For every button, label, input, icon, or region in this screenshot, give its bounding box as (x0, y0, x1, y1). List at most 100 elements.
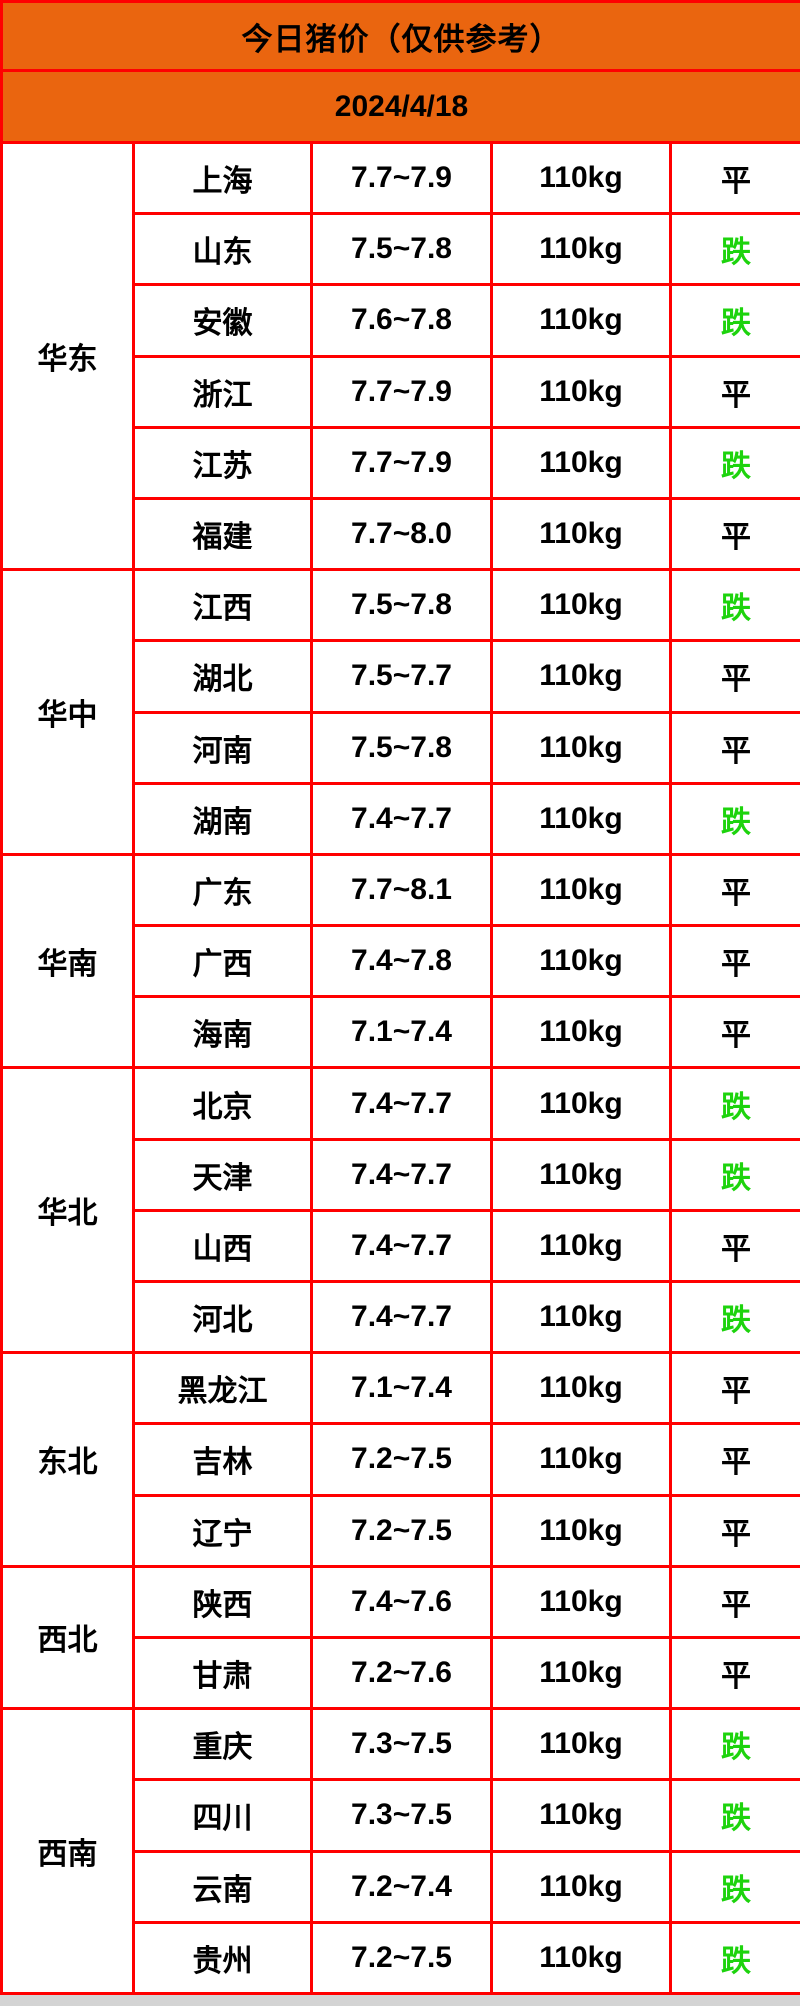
table-row: 天津 7.4~7.7 110kg 跌 (2, 1137, 800, 1212)
province-cell: 贵州 (132, 1920, 313, 1995)
province-cell: 广东 (132, 852, 313, 928)
price-cell: 7.2~7.6 (310, 1635, 493, 1711)
status-cell: 平 (668, 1351, 800, 1426)
status-cell: 平 (668, 1208, 800, 1284)
weight-cell: 110kg (490, 1493, 672, 1568)
weight-cell: 110kg (490, 425, 672, 500)
province-cell: 广西 (132, 924, 313, 999)
table-row: 辽宁 7.2~7.5 110kg 平 (2, 1493, 800, 1568)
date-label: 2024/4/18 (0, 69, 800, 144)
price-cell: 7.5~7.8 (310, 212, 493, 287)
table-row: 江苏 7.7~7.9 110kg 跌 (2, 425, 800, 500)
status-cell: 平 (668, 995, 800, 1070)
weight-cell: 110kg (490, 1920, 672, 1995)
province-cell: 辽宁 (132, 1493, 313, 1568)
province-cell: 天津 (132, 1137, 313, 1212)
table-row: 河南 7.5~7.8 110kg 平 (2, 710, 800, 785)
table-row: 湖北 7.5~7.7 110kg 平 (2, 639, 800, 714)
province-cell: 山西 (132, 1208, 313, 1284)
province-cell: 河南 (132, 710, 313, 785)
province-cell: 四川 (132, 1778, 313, 1853)
status-cell: 跌 (668, 212, 800, 287)
province-cell: 福建 (132, 496, 313, 572)
weight-cell: 110kg (490, 212, 672, 287)
status-cell: 平 (668, 140, 800, 216)
price-cell: 7.2~7.4 (310, 1849, 493, 1924)
price-cell: 7.2~7.5 (310, 1493, 493, 1568)
region-cell: 华北 (0, 1066, 135, 1355)
weight-cell: 110kg (490, 354, 672, 429)
province-cell: 湖南 (132, 781, 313, 856)
table-row: 海南 7.1~7.4 110kg 平 (2, 995, 800, 1070)
province-cell: 安徽 (132, 283, 313, 358)
status-cell: 跌 (668, 781, 800, 856)
price-cell: 7.4~7.7 (310, 781, 493, 856)
province-cell: 海南 (132, 995, 313, 1070)
table-row: 西南 重庆 7.3~7.5 110kg 跌 (0, 1707, 800, 1995)
price-cell: 7.6~7.8 (310, 283, 493, 358)
price-cell: 7.3~7.5 (310, 1778, 493, 1853)
region-cell: 华南 (0, 852, 135, 1070)
weight-cell: 110kg (490, 1422, 672, 1497)
status-cell: 平 (668, 1635, 800, 1711)
weight-cell: 110kg (490, 710, 672, 785)
status-cell: 平 (668, 496, 800, 572)
table-body: 华东 上海 7.7~7.9 110kg 平山东 7.5~7.8 110kg 跌安徽 7.6~7.… (0, 140, 800, 1995)
region-cell: 西北 (0, 1564, 135, 1711)
status-cell: 平 (668, 1493, 800, 1568)
status-cell: 平 (668, 924, 800, 999)
table-row: 华东 上海 7.7~7.9 110kg 平 (0, 140, 800, 572)
price-cell: 7.7~8.0 (310, 496, 493, 572)
status-cell: 跌 (668, 1137, 800, 1212)
weight-cell: 110kg (490, 1849, 672, 1924)
weight-cell: 110kg (490, 1707, 672, 1782)
weight-cell: 110kg (490, 852, 672, 928)
province-cell: 黑龙江 (132, 1351, 313, 1426)
status-cell: 跌 (668, 1849, 800, 1924)
table-row: 浙江 7.7~7.9 110kg 平 (2, 354, 800, 429)
table-row: 山东 7.5~7.8 110kg 跌 (2, 212, 800, 287)
page-title: 今日猪价（仅供参考） (0, 0, 800, 72)
price-cell: 7.4~7.7 (310, 1066, 493, 1141)
table-row: 华北 北京 7.4~7.7 110kg 跌 (0, 1066, 800, 1355)
price-cell: 7.7~7.9 (310, 425, 493, 500)
price-cell: 7.4~7.7 (310, 1208, 493, 1284)
weight-cell: 110kg (490, 140, 672, 216)
weight-cell: 110kg (490, 924, 672, 999)
status-cell: 跌 (668, 568, 800, 643)
price-cell: 7.2~7.5 (310, 1422, 493, 1497)
province-cell: 甘肃 (132, 1635, 313, 1711)
price-cell: 7.7~7.9 (310, 354, 493, 429)
region-cell: 东北 (0, 1351, 135, 1568)
weight-cell: 110kg (490, 283, 672, 358)
weight-cell: 110kg (490, 1279, 672, 1355)
price-cell: 7.5~7.7 (310, 639, 493, 714)
weight-cell: 110kg (490, 781, 672, 856)
status-cell: 跌 (668, 1066, 800, 1141)
status-cell: 跌 (668, 1920, 800, 1995)
price-cell: 7.2~7.5 (310, 1920, 493, 1995)
status-cell: 跌 (668, 1279, 800, 1355)
weight-cell: 110kg (490, 1351, 672, 1426)
table-row: 安徽 7.6~7.8 110kg 跌 (2, 283, 800, 358)
status-cell: 平 (668, 639, 800, 714)
status-cell: 跌 (668, 283, 800, 358)
status-cell: 平 (668, 1564, 800, 1639)
table-row: 福建 7.7~8.0 110kg 平 (2, 496, 800, 572)
province-cell: 江西 (132, 568, 313, 643)
province-cell: 北京 (132, 1066, 313, 1141)
table-row: 四川 7.3~7.5 110kg 跌 (2, 1778, 800, 1853)
region-cell: 华中 (0, 568, 135, 856)
status-cell: 平 (668, 1422, 800, 1497)
province-cell: 河北 (132, 1279, 313, 1355)
table-row: 贵州 7.2~7.5 110kg 跌 (2, 1920, 800, 1995)
province-cell: 重庆 (132, 1707, 313, 1782)
province-cell: 江苏 (132, 425, 313, 500)
table-row: 华中 江西 7.5~7.8 110kg 跌 (0, 568, 800, 856)
price-cell: 7.1~7.4 (310, 1351, 493, 1426)
province-cell: 湖北 (132, 639, 313, 714)
price-cell: 7.7~8.1 (310, 852, 493, 928)
status-cell: 平 (668, 710, 800, 785)
weight-cell: 110kg (490, 1066, 672, 1141)
